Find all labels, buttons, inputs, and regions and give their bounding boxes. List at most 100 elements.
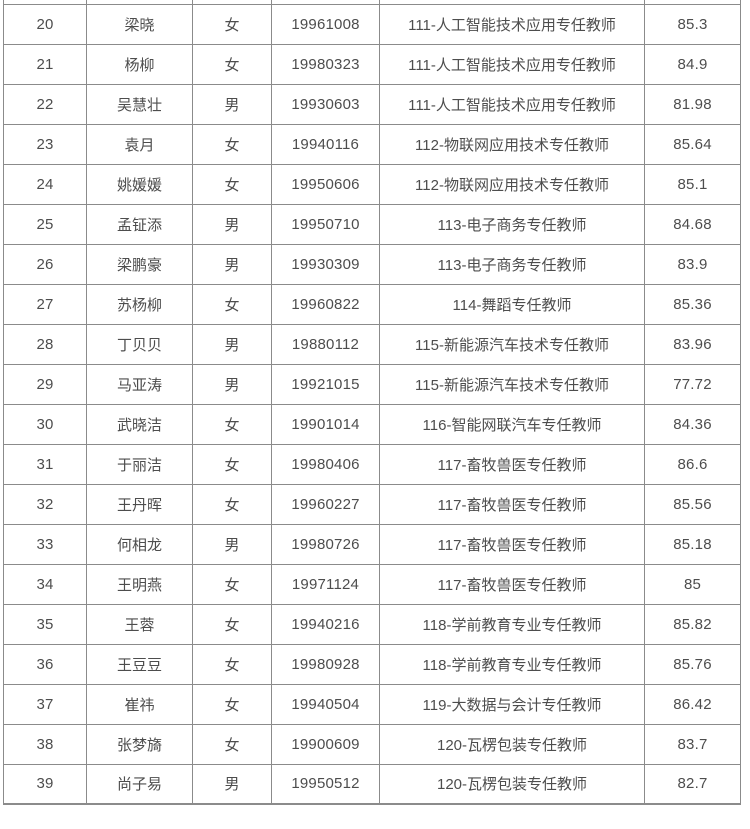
cell-name: 张梦旖: [86, 723, 193, 765]
cell-score: 85: [644, 563, 741, 605]
cell-serial-number: 25: [3, 203, 87, 245]
cell-gender: 女: [192, 283, 272, 325]
cell-name: 王蓉: [86, 603, 193, 645]
cell-birth-date: 19900609: [271, 723, 380, 765]
cell-name: 姚媛媛: [86, 163, 193, 205]
cell-birth-date: 19980406: [271, 443, 380, 485]
cell-position: 120-瓦楞包装专任教师: [379, 723, 645, 765]
cell-gender: 女: [192, 483, 272, 525]
cell-score: 83.96: [644, 323, 741, 365]
cell-position: 120-瓦楞包装专任教师: [379, 763, 645, 805]
cell-name: 王丹晖: [86, 483, 193, 525]
cell-score: 83.7: [644, 723, 741, 765]
cell-name: 梁晓: [86, 3, 193, 45]
table-row: 28 丁贝贝 男 19880112 115-新能源汽车技术专任教师 83.96: [3, 323, 741, 365]
cell-birth-date: 19960227: [271, 483, 380, 525]
cell-birth-date: 19930309: [271, 243, 380, 285]
cell-name: 于丽洁: [86, 443, 193, 485]
cell-position: 111-人工智能技术应用专任教师: [379, 43, 645, 85]
cell-name: 袁月: [86, 123, 193, 165]
cell-position: 111-人工智能技术应用专任教师: [379, 3, 645, 45]
cell-gender: 男: [192, 323, 272, 365]
cell-birth-date: 19940216: [271, 603, 380, 645]
cell-position: 114-舞蹈专任教师: [379, 283, 645, 325]
cell-position: 115-新能源汽车技术专任教师: [379, 323, 645, 365]
cell-birth-date: 19980323: [271, 43, 380, 85]
table-row: 26 梁鹏豪 男 19930309 113-电子商务专任教师 83.9: [3, 243, 741, 285]
cell-name: 尚子易: [86, 763, 193, 805]
table-row: 24 姚媛媛 女 19950606 112-物联网应用技术专任教师 85.1: [3, 163, 741, 205]
score-table: 20 梁晓 女 19961008 111-人工智能技术应用专任教师 85.3 2…: [3, 0, 741, 805]
table-row: 34 王明燕 女 19971124 117-畜牧兽医专任教师 85: [3, 563, 741, 605]
cell-serial-number: 31: [3, 443, 87, 485]
cell-serial-number: 39: [3, 763, 87, 805]
cell-position: 117-畜牧兽医专任教师: [379, 483, 645, 525]
table-row: 35 王蓉 女 19940216 118-学前教育专业专任教师 85.82: [3, 603, 741, 645]
table-row: 25 孟钲添 男 19950710 113-电子商务专任教师 84.68: [3, 203, 741, 245]
cell-score: 77.72: [644, 363, 741, 405]
cell-position: 119-大数据与会计专任教师: [379, 683, 645, 725]
cell-gender: 女: [192, 683, 272, 725]
cell-name: 王豆豆: [86, 643, 193, 685]
table-row: 21 杨柳 女 19980323 111-人工智能技术应用专任教师 84.9: [3, 43, 741, 85]
cell-serial-number: 34: [3, 563, 87, 605]
cell-name: 丁贝贝: [86, 323, 193, 365]
cell-name: 何相龙: [86, 523, 193, 565]
cell-gender: 男: [192, 203, 272, 245]
cell-gender: 女: [192, 163, 272, 205]
table-row: 39 尚子易 男 19950512 120-瓦楞包装专任教师 82.7: [3, 763, 741, 805]
cell-birth-date: 19980726: [271, 523, 380, 565]
cell-serial-number: 23: [3, 123, 87, 165]
cell-name: 马亚涛: [86, 363, 193, 405]
table-row: 23 袁月 女 19940116 112-物联网应用技术专任教师 85.64: [3, 123, 741, 165]
cell-position: 116-智能网联汽车专任教师: [379, 403, 645, 445]
cell-serial-number: 29: [3, 363, 87, 405]
cell-birth-date: 19971124: [271, 563, 380, 605]
cell-serial-number: 36: [3, 643, 87, 685]
cell-gender: 女: [192, 643, 272, 685]
cell-name: 孟钲添: [86, 203, 193, 245]
cell-birth-date: 19940116: [271, 123, 380, 165]
cell-gender: 男: [192, 363, 272, 405]
cell-gender: 女: [192, 563, 272, 605]
cell-gender: 女: [192, 43, 272, 85]
cell-serial-number: 33: [3, 523, 87, 565]
score-table-body: 20 梁晓 女 19961008 111-人工智能技术应用专任教师 85.3 2…: [3, 0, 741, 805]
cell-name: 杨柳: [86, 43, 193, 85]
cell-gender: 男: [192, 763, 272, 805]
table-row: 33 何相龙 男 19980726 117-畜牧兽医专任教师 85.18: [3, 523, 741, 565]
cell-score: 84.9: [644, 43, 741, 85]
cell-position: 118-学前教育专业专任教师: [379, 603, 645, 645]
cell-score: 85.56: [644, 483, 741, 525]
cell-birth-date: 19961008: [271, 3, 380, 45]
cell-score: 85.18: [644, 523, 741, 565]
cell-birth-date: 19960822: [271, 283, 380, 325]
cell-serial-number: 32: [3, 483, 87, 525]
cell-gender: 女: [192, 443, 272, 485]
cell-birth-date: 19950710: [271, 203, 380, 245]
cell-score: 84.68: [644, 203, 741, 245]
cell-position: 117-畜牧兽医专任教师: [379, 523, 645, 565]
cell-serial-number: 30: [3, 403, 87, 445]
table-row: 30 武晓洁 女 19901014 116-智能网联汽车专任教师 84.36: [3, 403, 741, 445]
cell-position: 113-电子商务专任教师: [379, 203, 645, 245]
cell-score: 85.64: [644, 123, 741, 165]
cell-name: 苏杨柳: [86, 283, 193, 325]
table-row: 20 梁晓 女 19961008 111-人工智能技术应用专任教师 85.3: [3, 3, 741, 45]
cell-serial-number: 35: [3, 603, 87, 645]
cell-position: 113-电子商务专任教师: [379, 243, 645, 285]
cell-position: 118-学前教育专业专任教师: [379, 643, 645, 685]
cell-score: 84.36: [644, 403, 741, 445]
cell-gender: 男: [192, 243, 272, 285]
cell-birth-date: 19950512: [271, 763, 380, 805]
table-row: 22 吴慧壮 男 19930603 111-人工智能技术应用专任教师 81.98: [3, 83, 741, 125]
cell-name: 吴慧壮: [86, 83, 193, 125]
cell-score: 82.7: [644, 763, 741, 805]
cell-birth-date: 19901014: [271, 403, 380, 445]
table-row: 29 马亚涛 男 19921015 115-新能源汽车技术专任教师 77.72: [3, 363, 741, 405]
cell-serial-number: 38: [3, 723, 87, 765]
table-row: 32 王丹晖 女 19960227 117-畜牧兽医专任教师 85.56: [3, 483, 741, 525]
table-row: 37 崔祎 女 19940504 119-大数据与会计专任教师 86.42: [3, 683, 741, 725]
cell-birth-date: 19921015: [271, 363, 380, 405]
cell-serial-number: 22: [3, 83, 87, 125]
